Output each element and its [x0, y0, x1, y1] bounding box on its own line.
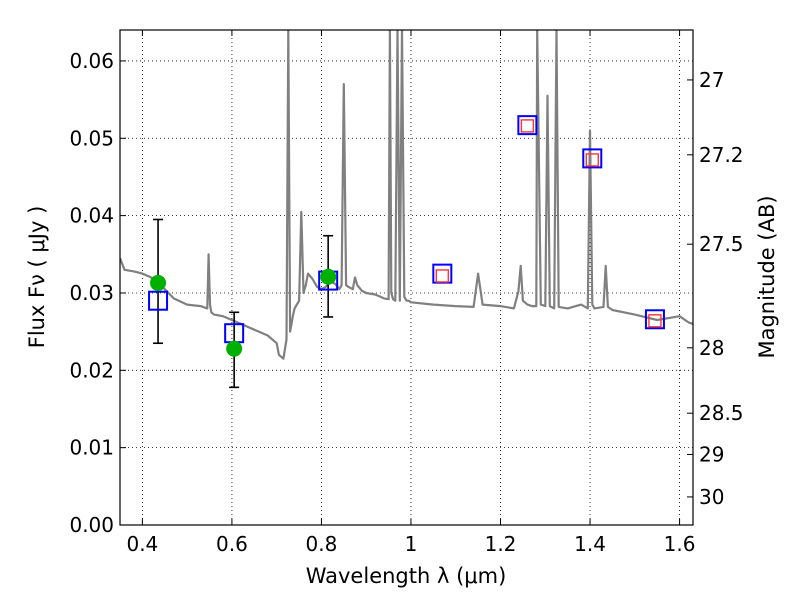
y2-tick-label: 27	[699, 68, 724, 92]
axes: 0.4 0.6 0.8 1 1.2 1.4 1.6 0.00 0.01 0.02 0.03 0.04 0…	[69, 29, 744, 556]
y-tick-label: 0.02	[69, 358, 114, 382]
model-square-red	[648, 314, 662, 328]
x-tick-label: 0.6	[216, 532, 248, 556]
model-square-red	[585, 153, 599, 167]
y-tick-label: 0.00	[69, 513, 114, 537]
y2-tick-label: 28	[699, 336, 724, 360]
y2-tick-label: 29	[699, 442, 724, 466]
grid-lines	[120, 30, 693, 526]
y-tick-label: 0.03	[69, 281, 114, 305]
model-square-blue	[582, 148, 603, 169]
axis-labels: Wavelength λ (μm) Flux Fν ( μJy ) Magnit…	[25, 195, 779, 588]
x-tick-label: 1.4	[574, 532, 606, 556]
plot-area	[120, 30, 693, 389]
y-tick-label: 0.01	[69, 436, 114, 460]
x-axis-label: Wavelength λ (μm)	[306, 564, 507, 588]
observed-point	[320, 268, 337, 285]
y-tick-label: 0.05	[69, 126, 114, 150]
model-square-blue	[148, 290, 169, 311]
y2-tick-label: 30	[699, 485, 724, 509]
observed-point	[150, 274, 167, 291]
y2-tick-label: 27.2	[699, 143, 744, 167]
x-tick-label: 0.8	[306, 532, 338, 556]
y2-tick-label: 28.5	[699, 401, 744, 425]
model-square-blue	[517, 115, 538, 136]
spectrum-line	[120, 30, 693, 360]
y-tick-label: 0.04	[69, 204, 114, 228]
y2-axis-label: Magnitude (AB)	[755, 195, 779, 358]
model-square-red	[520, 119, 535, 133]
observed-point	[226, 340, 243, 357]
x-tick-label: 1.2	[485, 532, 517, 556]
y-tick-label: 0.06	[69, 49, 114, 73]
x-tick-label: 1.6	[664, 532, 696, 556]
x-tick-label: 1	[405, 532, 418, 556]
y-axis-label: Flux Fν ( μJy )	[25, 206, 49, 349]
y2-tick-label: 27.5	[699, 232, 744, 256]
plot-frame	[119, 29, 694, 526]
model-square-blue	[644, 309, 665, 330]
x-tick-label: 0.4	[126, 532, 158, 556]
model-square-red	[435, 269, 450, 283]
